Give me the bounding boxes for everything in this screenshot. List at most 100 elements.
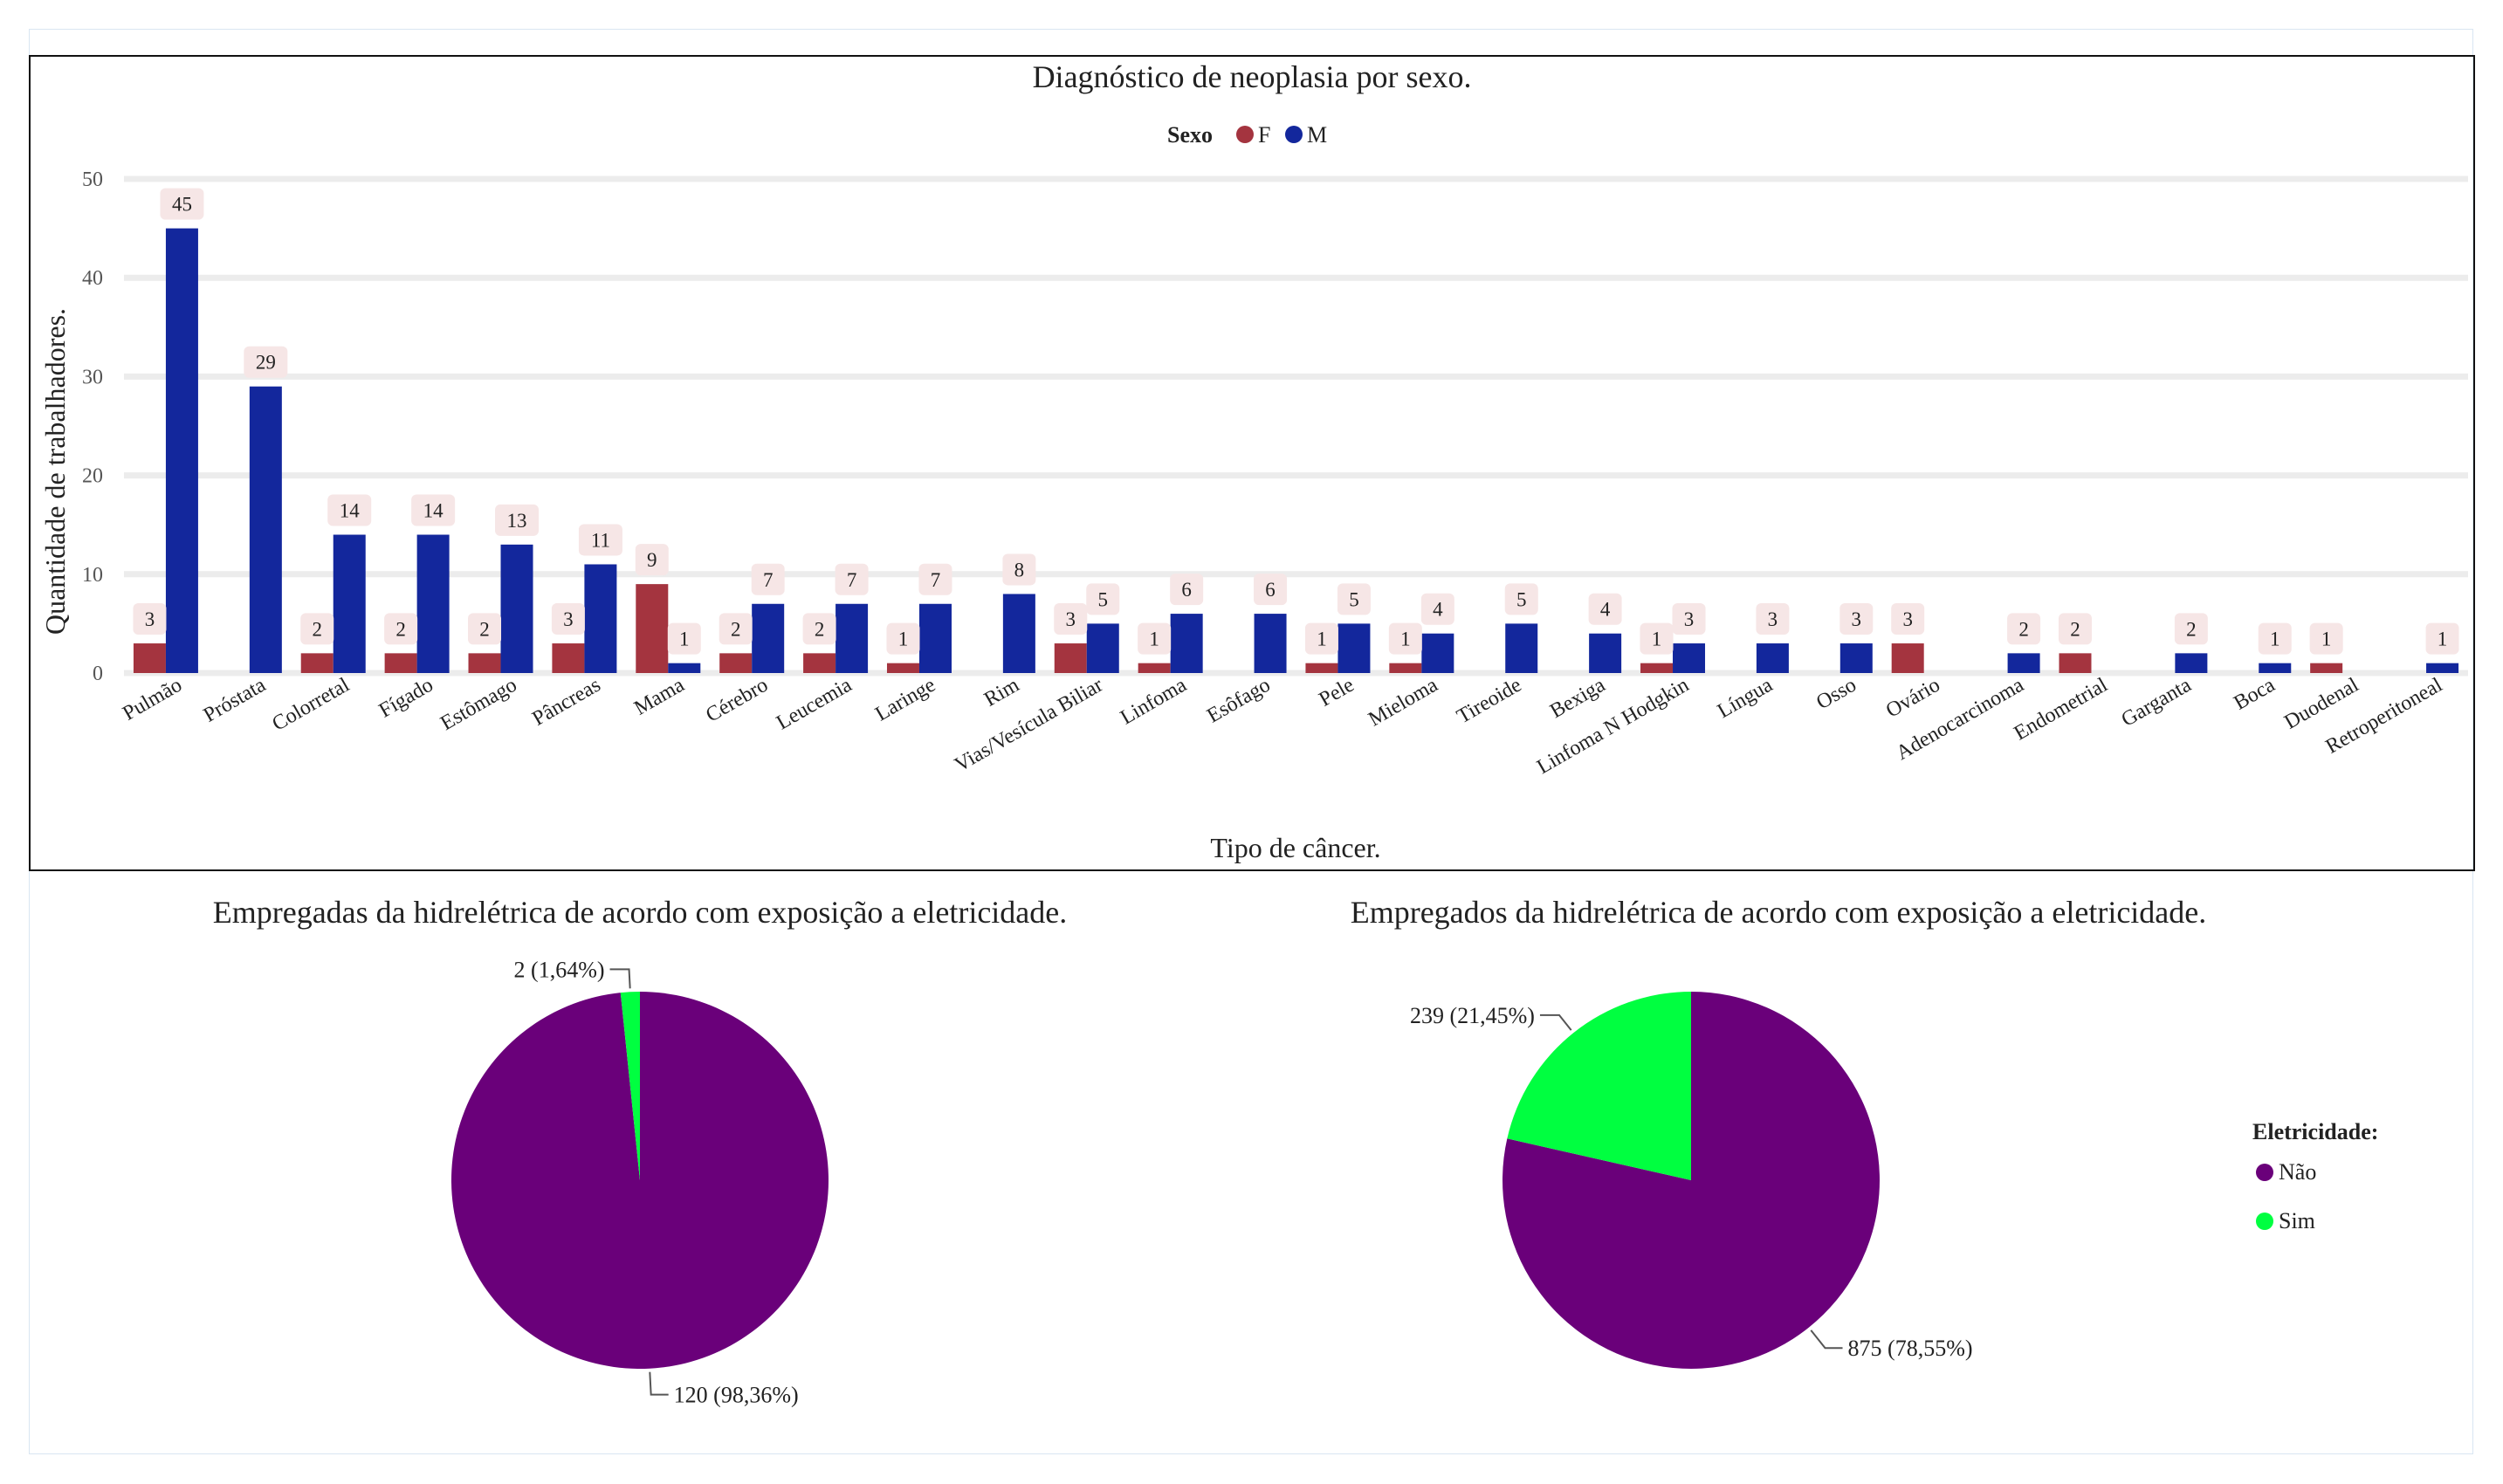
legend-label-f: F <box>1258 122 1270 148</box>
bar-legend: Sexo F M <box>1167 122 1327 148</box>
legend-label-m: M <box>1307 122 1327 148</box>
x-tick-label: Estômago <box>437 674 520 736</box>
bar-m <box>1337 623 1371 673</box>
bar-y-ticks: 0 10 20 30 40 50 <box>82 168 103 685</box>
data-label-box <box>1891 603 1925 636</box>
data-label-box <box>1756 603 1790 636</box>
data-label-box <box>1254 574 1288 606</box>
bar-f <box>2059 653 2092 673</box>
x-tick-label: Pulmão <box>119 674 186 725</box>
bar-f <box>1138 663 1171 673</box>
data-label: 1 <box>2321 629 2332 650</box>
x-tick-label: Linfoma <box>1117 674 1191 730</box>
data-label-box <box>2058 613 2092 645</box>
legend-swatch-sim <box>2256 1213 2273 1230</box>
bar-m <box>165 228 198 673</box>
bar-f <box>552 643 585 673</box>
bar-f <box>1891 643 1924 673</box>
data-label: 11 <box>591 529 610 551</box>
x-tick-label: Endometrial <box>2011 674 2112 745</box>
bar-chart-title: Diagnóstico de neoplasia por sexo. <box>1033 59 1472 94</box>
data-label-box <box>835 563 869 595</box>
data-label: 1 <box>1149 629 1159 650</box>
x-tick-label: Fígado <box>375 674 437 723</box>
data-label: 2 <box>479 618 490 640</box>
data-label-box <box>1054 603 1088 636</box>
data-label-box <box>1337 583 1371 615</box>
x-tick-label: Leucemia <box>773 674 856 735</box>
bar-m <box>500 544 533 673</box>
bar-m <box>1421 633 1454 673</box>
pie-male-labels: 875 (78,55%) 239 (21,45%) <box>1410 1003 1973 1361</box>
pie-slice-sim <box>1507 992 1691 1180</box>
data-label-box <box>1640 622 1674 655</box>
data-label-box <box>495 504 540 536</box>
data-label-box <box>1002 553 1036 586</box>
data-label: 8 <box>1014 559 1025 581</box>
data-label: 3 <box>1066 608 1076 630</box>
x-tick-label: Ovário <box>1882 674 1944 723</box>
data-label: 1 <box>1317 629 1327 650</box>
data-label: 13 <box>507 510 527 532</box>
bar-chart: Diagnóstico de neoplasia por sexo. Sexo … <box>39 59 2468 863</box>
pie-slice-label: 239 (21,45%) <box>1410 1003 1535 1028</box>
pie-female-slices <box>450 992 829 1369</box>
bar-m <box>2259 663 2292 673</box>
bar-m <box>1756 643 1789 673</box>
pie-leader-line <box>1539 1013 1572 1031</box>
data-label: 2 <box>2018 618 2029 640</box>
bar-chart-frame <box>29 55 2475 871</box>
legend-label-sim: Sim <box>2279 1208 2315 1233</box>
x-tick-label: Boca <box>2231 674 2280 715</box>
pie-slice-label: 120 (98,36%) <box>674 1383 799 1408</box>
data-label-box <box>667 622 701 655</box>
pie-leader-line <box>649 1371 669 1396</box>
data-label: 3 <box>1852 608 1862 630</box>
data-label-box <box>411 494 456 526</box>
bar-legend-title: Sexo <box>1167 122 1213 148</box>
legend-label-nao: Não <box>2279 1159 2316 1185</box>
data-label: 3 <box>1684 608 1695 630</box>
data-label: 1 <box>898 629 909 650</box>
bar-m <box>918 603 952 673</box>
data-label: 6 <box>1265 579 1276 601</box>
data-label-box <box>918 563 952 595</box>
data-label: 14 <box>340 500 361 522</box>
y-tick-label: 10 <box>82 564 103 587</box>
bar-f <box>636 584 669 673</box>
x-tick-label: Rim <box>980 674 1023 711</box>
pie-female-title: Empregadas da hidrelétrica de acordo com… <box>213 895 1068 930</box>
x-tick-label: Bexiga <box>1546 674 1609 724</box>
data-label-box <box>802 613 836 645</box>
data-label: 1 <box>2438 629 2448 650</box>
pie-slice-label: 2 (1,64%) <box>514 957 605 982</box>
y-tick-label: 40 <box>82 267 103 290</box>
data-label-box <box>1086 583 1120 615</box>
x-tick-label: Colorretal <box>268 674 354 736</box>
data-label: 2 <box>2186 618 2197 640</box>
data-label: 4 <box>1433 599 1443 621</box>
data-label: 5 <box>1098 588 1109 610</box>
bar-m <box>2175 653 2208 673</box>
data-label-box <box>635 544 669 576</box>
legend-swatch-nao <box>2256 1164 2273 1181</box>
data-label-box <box>1839 603 1874 636</box>
data-label: 5 <box>1349 588 1359 610</box>
pie-leader-line <box>1810 1329 1843 1350</box>
bar-f <box>133 643 166 673</box>
data-label: 3 <box>145 608 155 630</box>
data-label: 3 <box>1902 608 1913 630</box>
x-tick-label: Cérebro <box>702 674 772 727</box>
data-label-box <box>327 494 372 526</box>
bar-m <box>835 603 869 673</box>
bar-f <box>384 653 417 673</box>
data-label-box <box>2174 613 2208 645</box>
bar-f <box>1054 643 1087 673</box>
data-label-box <box>1504 583 1538 615</box>
data-label-box <box>2309 622 2343 655</box>
data-label-box <box>1138 622 1172 655</box>
data-label: 5 <box>1516 588 1527 610</box>
bar-f <box>719 653 753 673</box>
bar-m <box>1254 614 1287 673</box>
